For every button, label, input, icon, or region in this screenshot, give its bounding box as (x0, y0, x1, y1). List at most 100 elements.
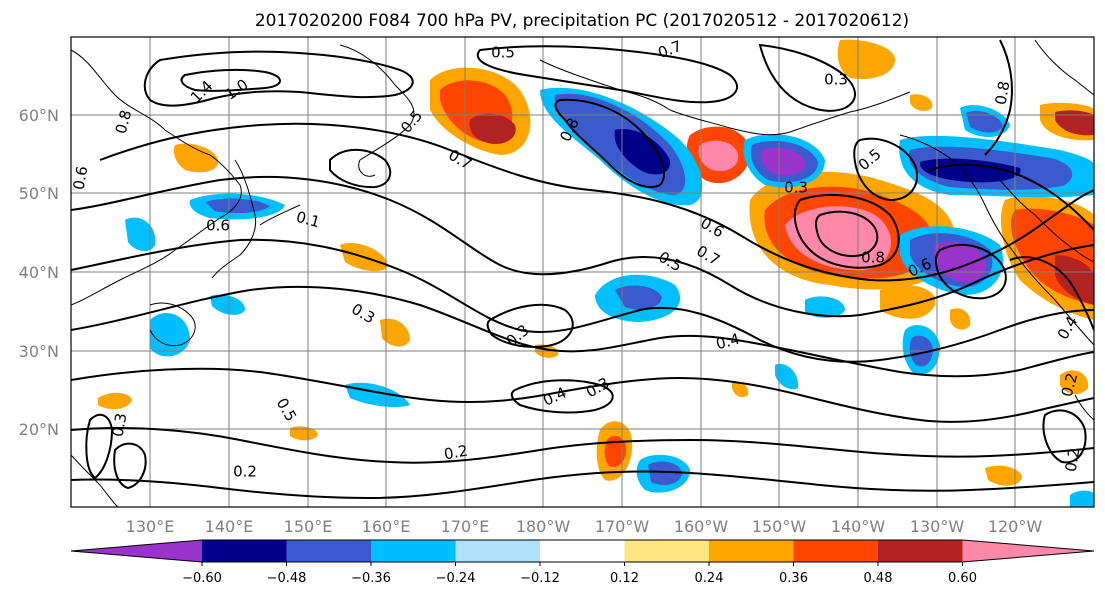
pv-contour (71, 427, 1094, 464)
lat-label: 60°N (19, 106, 59, 125)
coastline (211, 159, 257, 279)
colorbar-tick-label: 0.24 (695, 571, 724, 586)
pv-contour (71, 175, 1094, 318)
pv-contour (99, 122, 1094, 282)
coastline (71, 454, 119, 507)
latitude-labels: 60°N 50°N 40°N 30°N 20°N (19, 106, 59, 439)
shade-negative (614, 129, 671, 175)
colorbar-tick-label: −0.36 (351, 571, 391, 586)
contour-label: 0.6 (70, 165, 92, 192)
shade-negative (648, 461, 682, 485)
lon-label: 130°E (126, 517, 175, 536)
colorbar-max-extend (962, 540, 1094, 562)
shade-positive (698, 140, 739, 172)
coastlines (71, 39, 1094, 507)
contour-label: 0.8 (992, 80, 1014, 107)
shade-positive (985, 465, 1022, 486)
lon-label: 180°W (516, 517, 571, 536)
pv-contour (793, 194, 900, 269)
shade-negative (615, 285, 662, 310)
pv-contour (476, 45, 738, 104)
lat-label: 30°N (19, 342, 59, 361)
contour-label: 0.2 (1062, 447, 1084, 474)
colorbar: −0.60 −0.48 −0.36 −0.24 −0.12 0.12 0.24 … (70, 539, 1095, 586)
pv-contour (329, 148, 392, 189)
pv-contour (934, 243, 1007, 300)
shade-positive (290, 426, 318, 441)
contour-label: 0.8 (112, 108, 136, 136)
shade-negative (919, 158, 1021, 183)
contour-label: 0.2 (443, 442, 470, 464)
coastline (1074, 394, 1094, 421)
shade-positive (173, 143, 219, 173)
lon-label: 140°W (831, 517, 886, 536)
shade-positive (910, 94, 933, 111)
lon-label: 120°W (988, 517, 1043, 536)
pv-contour (71, 238, 1094, 363)
colorbar-tick-label: 0.60 (948, 571, 977, 586)
shade-positive (604, 435, 627, 468)
lon-label: 170°W (595, 517, 650, 536)
pv-contour (71, 470, 1094, 500)
lat-label: 20°N (19, 420, 59, 439)
shade-positive (732, 382, 749, 398)
coastline (259, 204, 301, 226)
lon-label: 130°W (910, 517, 965, 536)
shade-positive (950, 308, 971, 330)
lon-label: 140°E (205, 517, 254, 536)
pv-contour (1009, 256, 1094, 331)
coastline (1034, 39, 1094, 96)
contour-label: 0.5 (491, 44, 515, 62)
shade-positive (1055, 255, 1094, 305)
longitude-labels: 130°E 140°E 150°E 160°E 170°E 180°W 170°… (126, 517, 1043, 536)
colorbar-bin (878, 540, 963, 562)
colorbar-bin (624, 540, 709, 562)
shade-positive (469, 113, 516, 145)
colorbar-tick-label: 0.48 (864, 571, 893, 586)
pv-contour (71, 285, 1094, 378)
coastline (899, 134, 1094, 346)
shade-positive (1055, 110, 1094, 136)
lat-label: 50°N (19, 184, 59, 203)
colorbar-bin (371, 540, 456, 562)
shade-negative (805, 296, 845, 318)
colorbar-bin (709, 540, 794, 562)
pv-contour (180, 68, 281, 92)
shade-positive (880, 285, 936, 319)
lon-label: 150°W (752, 517, 807, 536)
colorbar-tick-label: 0.36 (779, 571, 808, 586)
pv-contour (510, 379, 614, 414)
shade-positive (380, 318, 410, 347)
contour-label: 0.8 (861, 249, 885, 267)
shade-negative (760, 147, 806, 176)
colorbar-tick-label: −0.24 (436, 571, 476, 586)
contour-label: 0.3 (109, 412, 131, 439)
coastline (149, 302, 196, 347)
colorbar-tick-label: −0.48 (267, 571, 307, 586)
colorbar-min-extend (71, 540, 202, 562)
coastline (339, 44, 415, 177)
coastline (999, 179, 1094, 263)
contour-label: 0.3 (824, 71, 848, 89)
map-frame (70, 36, 1095, 508)
pv-contour (85, 413, 114, 480)
colorbar-ticks (201, 562, 963, 566)
contour-label: 0.4 (714, 330, 742, 354)
contour-label: 0.2 (1058, 371, 1082, 399)
pv-contours (71, 39, 1094, 500)
pv-contour (853, 137, 918, 202)
colorbar-bin (540, 540, 625, 562)
colorbar-bin (793, 540, 878, 562)
shade-negative (966, 110, 1003, 133)
pv-contour (984, 39, 1013, 156)
pv-contour (758, 43, 856, 112)
contour-label: 0.2 (233, 463, 257, 481)
shade-negative (150, 312, 190, 357)
lon-label: 160°E (362, 517, 411, 536)
lon-label: 150°E (284, 517, 333, 536)
colorbar-tick-label: −0.60 (182, 571, 222, 586)
pv-contour (929, 163, 1094, 231)
pv-contour (113, 442, 147, 490)
pv-contour (71, 367, 1094, 423)
